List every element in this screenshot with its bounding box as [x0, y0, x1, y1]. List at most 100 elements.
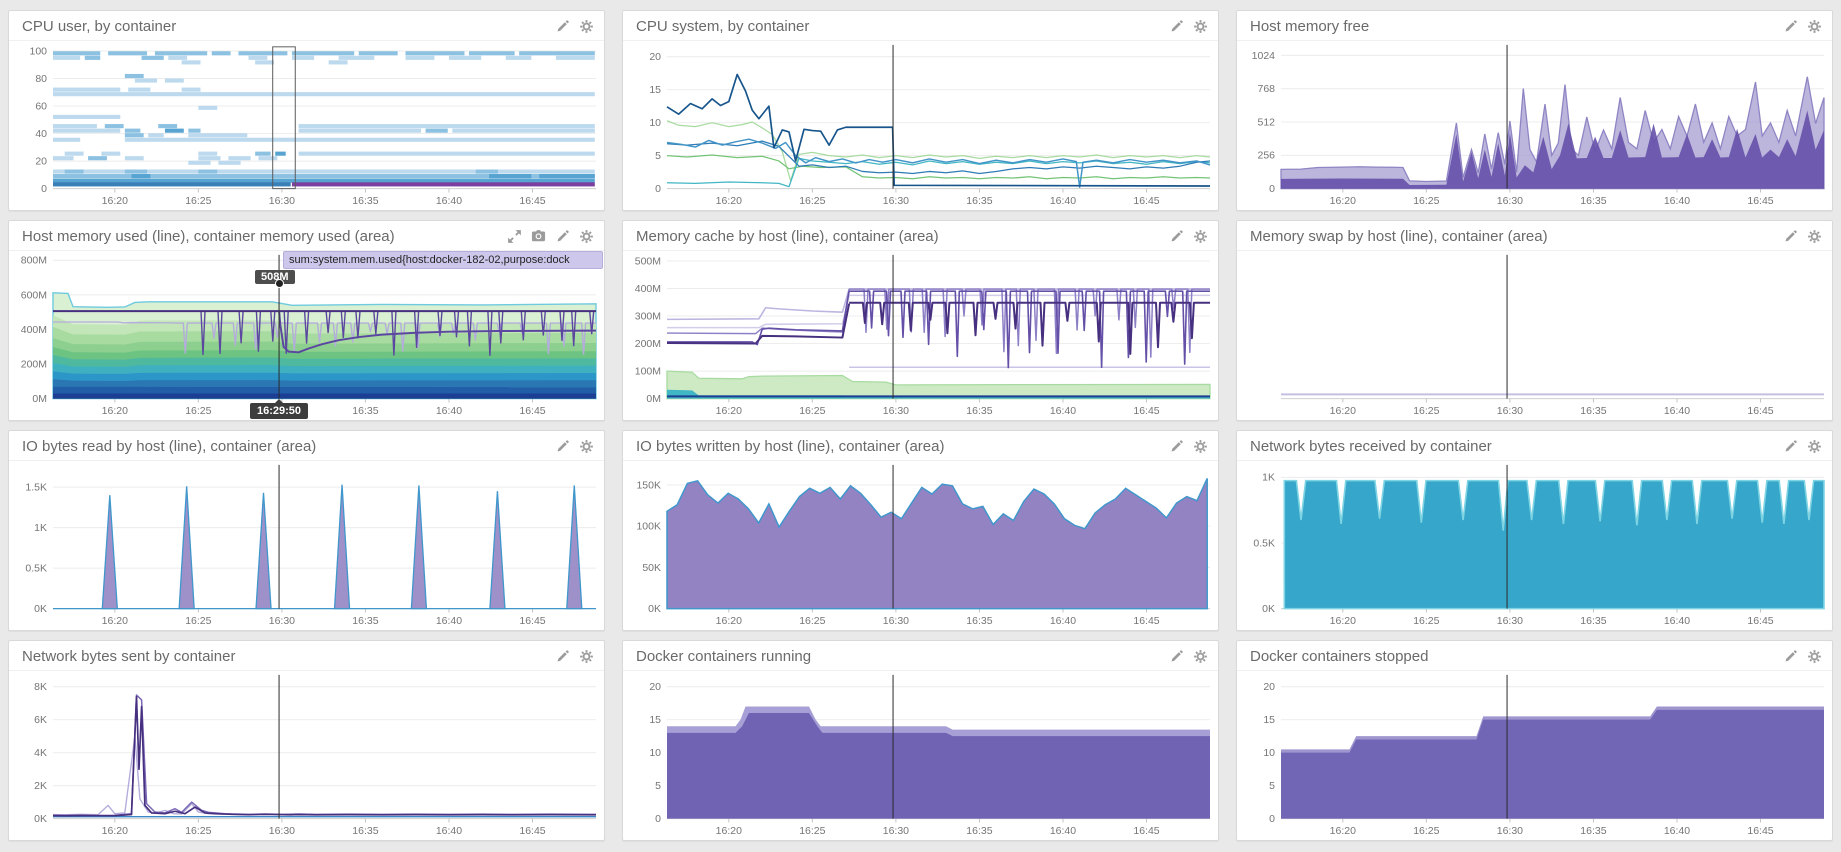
svg-text:16:20: 16:20: [102, 826, 129, 837]
camera-icon[interactable]: [531, 229, 546, 244]
gear-icon[interactable]: [579, 19, 594, 34]
svg-text:80: 80: [35, 74, 47, 85]
svg-text:16:45: 16:45: [1747, 406, 1774, 417]
svg-text:300M: 300M: [635, 312, 661, 323]
svg-text:400M: 400M: [635, 284, 661, 295]
svg-text:768: 768: [1257, 84, 1275, 95]
gear-icon[interactable]: [1807, 649, 1822, 664]
gear-icon[interactable]: [579, 439, 594, 454]
svg-text:16:30: 16:30: [1497, 406, 1524, 417]
svg-text:0: 0: [41, 184, 47, 195]
svg-text:16:25: 16:25: [1413, 616, 1440, 627]
panel-io-written: IO bytes written by host (line), contain…: [622, 430, 1219, 631]
svg-text:16:45: 16:45: [519, 826, 546, 837]
svg-text:16:40: 16:40: [436, 406, 463, 417]
chart-canvas[interactable]: 0 5 10 15 20 16:20 16:25 16:30 16:35 16:40 16:45: [623, 41, 1218, 210]
svg-text:16:35: 16:35: [966, 616, 993, 627]
chart-canvas[interactable]: 0M200M400M600M800M16:2016:2516:3016:3516…: [9, 251, 604, 420]
chart-canvas[interactable]: 0K 50K 100K 150K 16:20 16:25 16:30 16:35 16:40 16…: [623, 461, 1218, 630]
panel-actions: [507, 229, 594, 244]
svg-text:16:35: 16:35: [1580, 196, 1607, 207]
svg-text:200M: 200M: [635, 339, 661, 350]
chart-canvas[interactable]: 0K 0.5K 1K 16:20 16:25 16:30 16:35 16:40 16:45: [1237, 461, 1832, 630]
svg-text:16:45: 16:45: [1747, 616, 1774, 627]
svg-text:16:30: 16:30: [1497, 826, 1524, 837]
svg-text:16:30: 16:30: [269, 616, 296, 627]
svg-text:20: 20: [649, 52, 661, 63]
svg-text:16:25: 16:25: [185, 406, 212, 417]
svg-text:5: 5: [1269, 781, 1275, 792]
svg-text:16:40: 16:40: [1664, 406, 1691, 417]
svg-text:200M: 200M: [21, 360, 47, 371]
pencil-icon[interactable]: [555, 649, 570, 664]
panel-actions: [1169, 439, 1208, 454]
svg-text:100: 100: [29, 46, 47, 57]
expand-icon[interactable]: [507, 229, 522, 244]
chart-canvas[interactable]: 0M 100M 200M 300M 400M 500M 16:20 16:25 16:30 16:…: [623, 251, 1218, 420]
gear-icon[interactable]: [579, 229, 594, 244]
gear-icon[interactable]: [1193, 439, 1208, 454]
chart-canvas[interactable]: 0K 2K 4K 6K 8K 16:20 16:25 16:30 16:35 16:40 16:45: [9, 671, 604, 840]
svg-text:16:45: 16:45: [1747, 196, 1774, 207]
svg-text:50K: 50K: [642, 563, 661, 574]
chart-canvas[interactable]: 0K 0.5K 1K 1.5K 16:20 16:25 16:30 16:35 16:40 16:…: [9, 461, 604, 630]
chart-canvas[interactable]: 16:20 16:25 16:30 16:35 16:40 16:45: [1237, 251, 1832, 420]
panel-title: Docker containers stopped: [1250, 648, 1429, 665]
svg-text:16:25: 16:25: [799, 826, 826, 837]
pencil-icon[interactable]: [1169, 649, 1184, 664]
pencil-icon[interactable]: [555, 19, 570, 34]
panel-host-mem-used: Host memory used (line), container memor…: [8, 220, 605, 421]
svg-text:16:30: 16:30: [1497, 196, 1524, 207]
pencil-icon[interactable]: [1169, 229, 1184, 244]
svg-text:100M: 100M: [635, 367, 661, 378]
pencil-icon[interactable]: [1783, 19, 1798, 34]
gear-icon[interactable]: [1807, 439, 1822, 454]
svg-text:16:30: 16:30: [269, 826, 296, 837]
svg-text:1.5K: 1.5K: [25, 483, 47, 494]
svg-text:16:25: 16:25: [1413, 826, 1440, 837]
pencil-icon[interactable]: [1783, 439, 1798, 454]
panel-cpu-system: CPU system, by container 0 5 10 15 20 16:20 16…: [622, 10, 1219, 211]
panel-net-sent: Network bytes sent by container 0K 2K 4K 6K…: [8, 640, 605, 841]
gear-icon[interactable]: [1193, 649, 1208, 664]
chart-canvas[interactable]: 0 5 10 15 20 16:20 16:25 16:30 16:35 16:40 16:45: [623, 671, 1218, 840]
svg-text:16:20: 16:20: [1330, 196, 1357, 207]
gear-icon[interactable]: [1807, 229, 1822, 244]
panel-title: Docker containers running: [636, 648, 812, 665]
svg-text:16:40: 16:40: [1050, 616, 1077, 627]
panel-header: Network bytes sent by container: [9, 641, 604, 671]
gear-icon[interactable]: [1193, 19, 1208, 34]
pencil-icon[interactable]: [555, 439, 570, 454]
gear-icon[interactable]: [579, 649, 594, 664]
chart-canvas[interactable]: 0 5 10 15 20 16:20 16:25 16:30 16:35 16:40 16:45: [1237, 671, 1832, 840]
pencil-icon[interactable]: [1783, 229, 1798, 244]
svg-text:4K: 4K: [34, 748, 47, 759]
svg-text:16:20: 16:20: [716, 826, 743, 837]
svg-text:16:35: 16:35: [352, 826, 379, 837]
svg-text:16:40: 16:40: [1664, 196, 1691, 207]
svg-text:16:25: 16:25: [1413, 196, 1440, 207]
svg-text:16:25: 16:25: [799, 616, 826, 627]
pencil-icon[interactable]: [555, 229, 570, 244]
svg-text:16:35: 16:35: [352, 616, 379, 627]
svg-text:16:20: 16:20: [716, 406, 743, 417]
panel-title: Memory cache by host (line), container (…: [636, 228, 939, 245]
pencil-icon[interactable]: [1783, 649, 1798, 664]
svg-text:16:40: 16:40: [1050, 196, 1077, 207]
panel-actions: [1783, 19, 1822, 34]
chart-canvas[interactable]: 0 20 40 60 80 100 16:20 16:25 16:30 16:35 16:40 16:…: [9, 41, 604, 210]
svg-text:1024: 1024: [1252, 51, 1276, 62]
svg-text:0M: 0M: [32, 394, 47, 405]
pencil-icon[interactable]: [1169, 439, 1184, 454]
svg-text:16:45: 16:45: [1133, 616, 1160, 627]
svg-text:0: 0: [1269, 184, 1275, 195]
svg-text:16:45: 16:45: [519, 616, 546, 627]
gear-icon[interactable]: [1193, 229, 1208, 244]
pencil-icon[interactable]: [1169, 19, 1184, 34]
svg-text:0: 0: [1269, 814, 1275, 825]
svg-text:15: 15: [649, 715, 661, 726]
gear-icon[interactable]: [1807, 19, 1822, 34]
cursor-time-badge: 16:29:50: [250, 399, 309, 419]
panel-docker-stopped: Docker containers stopped 0 5 10 15 20 16:20 1…: [1236, 640, 1833, 841]
chart-canvas[interactable]: 0 256 512 768 1024 16:20 16:25 16:30 16:35 16:40 1…: [1237, 41, 1832, 210]
